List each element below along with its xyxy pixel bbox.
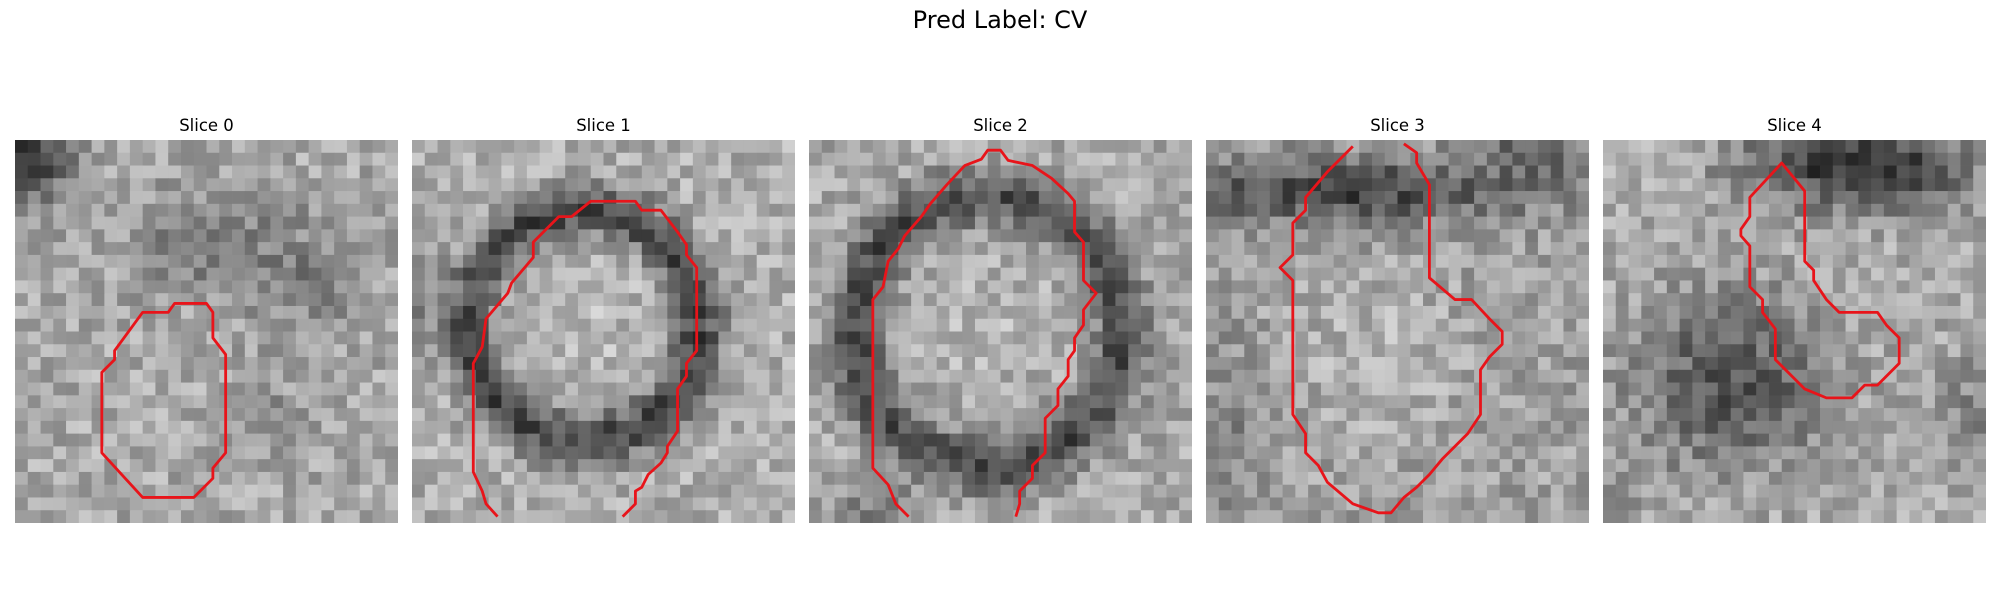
slice-image-4 (1603, 140, 1986, 523)
slice-image-3 (1206, 140, 1589, 523)
segmentation-contour-4 (1739, 161, 1901, 400)
slice-image-1 (412, 140, 795, 523)
slice-image-2 (809, 140, 1192, 523)
slice-title-0: Slice 0 (179, 116, 234, 135)
segmentation-contour-0 (100, 302, 228, 499)
segmentation-contour-1 (471, 199, 699, 518)
slice-title-1: Slice 1 (576, 116, 631, 135)
slice-image-0 (15, 140, 398, 523)
slice-title-3: Slice 3 (1370, 116, 1425, 135)
figure-title: Pred Label: CV (912, 6, 1088, 34)
slice-title-2: Slice 2 (973, 116, 1028, 135)
slice-panel-0: Slice 0 (15, 116, 398, 523)
segmentation-contour-3 (1278, 142, 1504, 515)
segmentation-contour-2 (871, 148, 1098, 518)
slice-panel-4: Slice 4 (1603, 116, 1986, 523)
slice-panel-1: Slice 1 (412, 116, 795, 523)
slice-title-4: Slice 4 (1767, 116, 1822, 135)
slice-panel-3: Slice 3 (1206, 116, 1589, 523)
slice-panel-2: Slice 2 (809, 116, 1192, 523)
